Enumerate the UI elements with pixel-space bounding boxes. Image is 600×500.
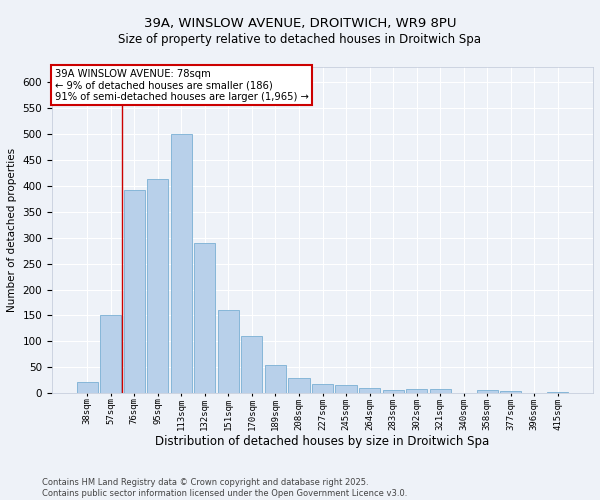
Bar xyxy=(265,364,286,393)
Bar xyxy=(100,316,121,393)
Text: Size of property relative to detached houses in Droitwich Spa: Size of property relative to detached ho… xyxy=(119,32,482,46)
Bar xyxy=(547,392,568,393)
Bar xyxy=(335,386,356,393)
Bar xyxy=(430,389,451,393)
Bar xyxy=(289,378,310,393)
Text: 39A WINSLOW AVENUE: 78sqm
← 9% of detached houses are smaller (186)
91% of semi-: 39A WINSLOW AVENUE: 78sqm ← 9% of detach… xyxy=(55,68,308,102)
Bar xyxy=(241,336,262,393)
Bar xyxy=(194,243,215,393)
Bar xyxy=(500,391,521,393)
Bar xyxy=(124,190,145,393)
Bar xyxy=(171,134,192,393)
X-axis label: Distribution of detached houses by size in Droitwich Spa: Distribution of detached houses by size … xyxy=(155,435,490,448)
Bar xyxy=(359,388,380,393)
Bar xyxy=(406,389,427,393)
Bar xyxy=(218,310,239,393)
Bar xyxy=(312,384,333,393)
Bar xyxy=(383,390,404,393)
Y-axis label: Number of detached properties: Number of detached properties xyxy=(7,148,17,312)
Bar xyxy=(77,382,98,393)
Bar xyxy=(476,390,498,393)
Bar xyxy=(147,180,169,393)
Text: 39A, WINSLOW AVENUE, DROITWICH, WR9 8PU: 39A, WINSLOW AVENUE, DROITWICH, WR9 8PU xyxy=(144,18,456,30)
Text: Contains HM Land Registry data © Crown copyright and database right 2025.
Contai: Contains HM Land Registry data © Crown c… xyxy=(42,478,407,498)
